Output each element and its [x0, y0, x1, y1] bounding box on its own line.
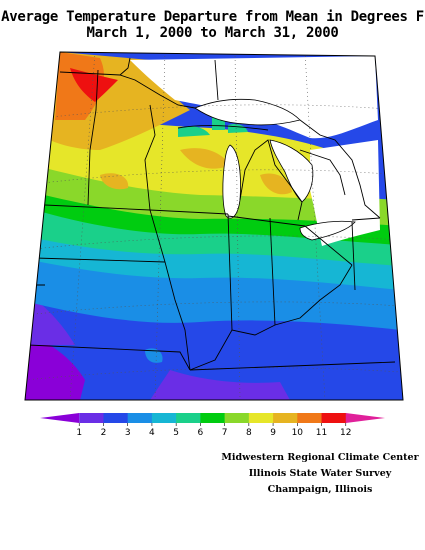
legend-swatch	[151, 413, 177, 423]
legend-swatch	[103, 413, 129, 423]
legend-labels: 1 2 3 4 5 6 7 8 9 10 11 12	[76, 423, 351, 438]
legend-swatch	[297, 413, 323, 423]
canada-borders	[119, 57, 381, 219]
legend-swatch	[79, 413, 104, 423]
legend-swatch	[224, 413, 250, 423]
band-5	[25, 228, 400, 290]
temperature-bands	[25, 52, 403, 400]
legend-label: 6	[198, 428, 204, 438]
credit-mrcc: Midwestern Regional Climate Center	[221, 452, 419, 463]
legend-label: 3	[125, 428, 131, 438]
patch-up-1	[178, 126, 210, 137]
legend-label: 4	[149, 428, 155, 438]
legend-swatch	[248, 413, 274, 423]
band-6	[25, 205, 400, 266]
credit-isws: Illinois State Water Survey	[248, 468, 392, 479]
state-borders	[25, 69, 396, 371]
band-8	[40, 165, 400, 226]
patch-orange-1	[180, 148, 230, 169]
legend-label: 12	[340, 428, 351, 438]
legend-label: 10	[292, 428, 304, 438]
legend-swatch	[200, 413, 226, 423]
legend-swatch	[40, 413, 80, 423]
credit-location: Champaign, Illinois	[267, 484, 373, 495]
legend-label: 1	[76, 428, 82, 438]
legend-swatch	[345, 413, 385, 423]
map-title: Average Temperature Departure from Mean …	[1, 9, 424, 25]
legend-label: 7	[222, 428, 228, 438]
legend-swatch	[176, 413, 201, 423]
map-frame	[24, 51, 404, 401]
lake-erie	[299, 220, 356, 241]
map-date-range: March 1, 2000 to March 31, 2000	[86, 25, 339, 41]
canada-blank	[130, 56, 378, 139]
legend-swatch	[321, 413, 347, 423]
legend-label: 9	[270, 428, 276, 438]
legend-label: 11	[316, 428, 327, 438]
legend-swatch	[127, 413, 153, 423]
band-2-south	[150, 370, 290, 400]
legend-swatches	[40, 413, 385, 423]
legend-swatch	[273, 413, 298, 423]
patch-blue	[145, 348, 163, 363]
legend-label: 8	[246, 428, 252, 438]
lake-michigan	[222, 144, 241, 219]
patch-orange-3	[100, 173, 129, 190]
legend-label: 5	[173, 428, 179, 438]
legend-label: 2	[101, 428, 107, 438]
band-12	[70, 68, 118, 102]
band-1	[25, 330, 85, 400]
patch-orange-2	[260, 173, 292, 195]
